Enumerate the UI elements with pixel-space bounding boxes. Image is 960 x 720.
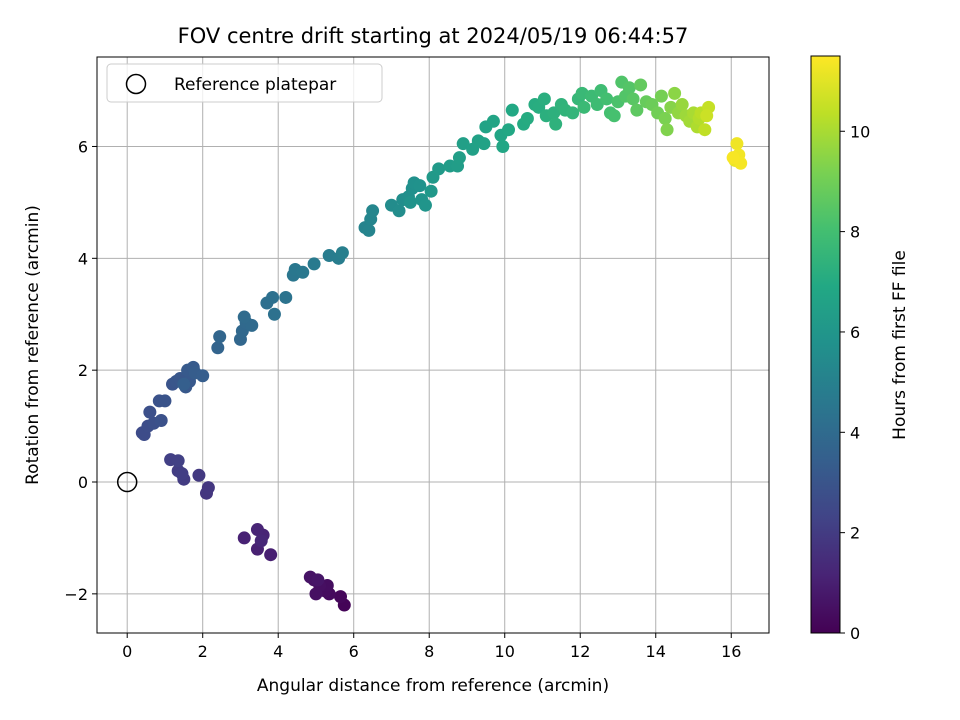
reference-platepar-marker [116, 471, 138, 493]
x-tick-label: 8 [424, 642, 434, 661]
data-point [143, 405, 157, 419]
colorbar-tick-label: 0 [850, 624, 860, 643]
data-point [590, 98, 604, 112]
data-point [634, 78, 648, 92]
chart-title: FOV centre drift starting at 2024/05/19 … [178, 24, 689, 48]
x-tick-label: 2 [198, 642, 208, 661]
data-point [250, 523, 264, 537]
data-point [177, 377, 191, 391]
data-point [201, 481, 215, 495]
data-point [547, 106, 561, 120]
y-axis-label: Rotation from reference (arcmin) [23, 205, 43, 485]
y-tick-label: −2 [64, 585, 88, 604]
data-point [211, 341, 225, 355]
data-point [171, 454, 185, 468]
data-point [698, 123, 712, 137]
data-point [626, 92, 640, 106]
x-tick-label: 6 [349, 642, 359, 661]
data-point [577, 100, 591, 114]
data-point [392, 204, 406, 218]
data-point [335, 246, 349, 260]
x-tick-label: 12 [570, 642, 590, 661]
data-point [668, 86, 682, 100]
data-point [366, 204, 380, 218]
colorbar-tick-label: 6 [850, 323, 860, 342]
legend: Reference platepar [106, 63, 383, 103]
x-tick-label: 0 [122, 642, 132, 661]
x-axis-label: Angular distance from reference (arcmin) [257, 676, 609, 696]
data-point [600, 92, 614, 106]
plot-area: 0 2 4 6 8 10 12 14 16 −2 0 2 4 6 [64, 56, 770, 661]
y-tick-label: 0 [78, 473, 88, 492]
x-tick-label: 4 [273, 642, 283, 661]
data-point [237, 310, 251, 324]
data-point [175, 467, 189, 481]
data-point [264, 548, 278, 562]
colorbar-tick-label: 8 [850, 223, 860, 242]
data-point [607, 109, 621, 123]
data-point [158, 394, 172, 408]
data-point [237, 531, 251, 545]
y-tick-label: 4 [78, 249, 88, 268]
data-point [654, 89, 668, 103]
data-point [700, 109, 714, 123]
data-point [456, 137, 470, 151]
legend-box [106, 63, 383, 103]
plot-background [97, 57, 769, 633]
colorbar-tick-label: 10 [850, 122, 870, 141]
colorbar-gradient [810, 55, 841, 634]
colorbar: 0 2 4 6 8 10 [810, 55, 870, 643]
data-point [196, 369, 210, 383]
data-point [279, 290, 293, 304]
data-point [537, 92, 551, 106]
x-tick-label: 16 [721, 642, 741, 661]
x-tick-label: 14 [646, 642, 666, 661]
data-point [675, 98, 689, 112]
data-point [309, 587, 323, 601]
data-point [622, 81, 636, 95]
data-point [245, 318, 259, 332]
colorbar-label: Hours from first FF file [890, 250, 910, 440]
data-point [432, 162, 446, 176]
data-point [730, 137, 744, 151]
data-point [154, 413, 168, 427]
data-point [311, 573, 325, 587]
data-point [520, 112, 534, 126]
axes-frame [96, 56, 770, 634]
legend-entry-label: Reference platepar [174, 75, 336, 95]
data-point [496, 139, 510, 153]
data-point [403, 195, 417, 209]
colorbar-tick-label: 4 [850, 423, 860, 442]
data-point [658, 112, 672, 126]
data-point [452, 151, 466, 165]
data-point [307, 257, 321, 271]
data-point [486, 114, 500, 128]
data-point [424, 184, 438, 198]
data-point [296, 265, 310, 279]
data-point [660, 123, 674, 137]
data-point [726, 151, 740, 165]
data-point [502, 123, 516, 137]
data-point [266, 290, 280, 304]
data-point [418, 198, 432, 212]
data-point [566, 106, 580, 120]
colorbar-tick-label: 2 [850, 524, 860, 543]
data-point [362, 223, 376, 237]
data-point [213, 330, 227, 344]
y-tick-label: 2 [78, 361, 88, 380]
data-point [413, 179, 427, 193]
data-point [549, 117, 563, 131]
data-point [477, 137, 491, 151]
legend-marker-open-circle [125, 73, 147, 95]
data-point [254, 534, 268, 548]
data-point [505, 103, 519, 117]
data-point [192, 468, 206, 482]
data-point [334, 590, 348, 604]
data-point [267, 307, 281, 321]
data-point [630, 103, 644, 117]
y-tick-label: 6 [78, 137, 88, 156]
x-tick-label: 10 [495, 642, 515, 661]
